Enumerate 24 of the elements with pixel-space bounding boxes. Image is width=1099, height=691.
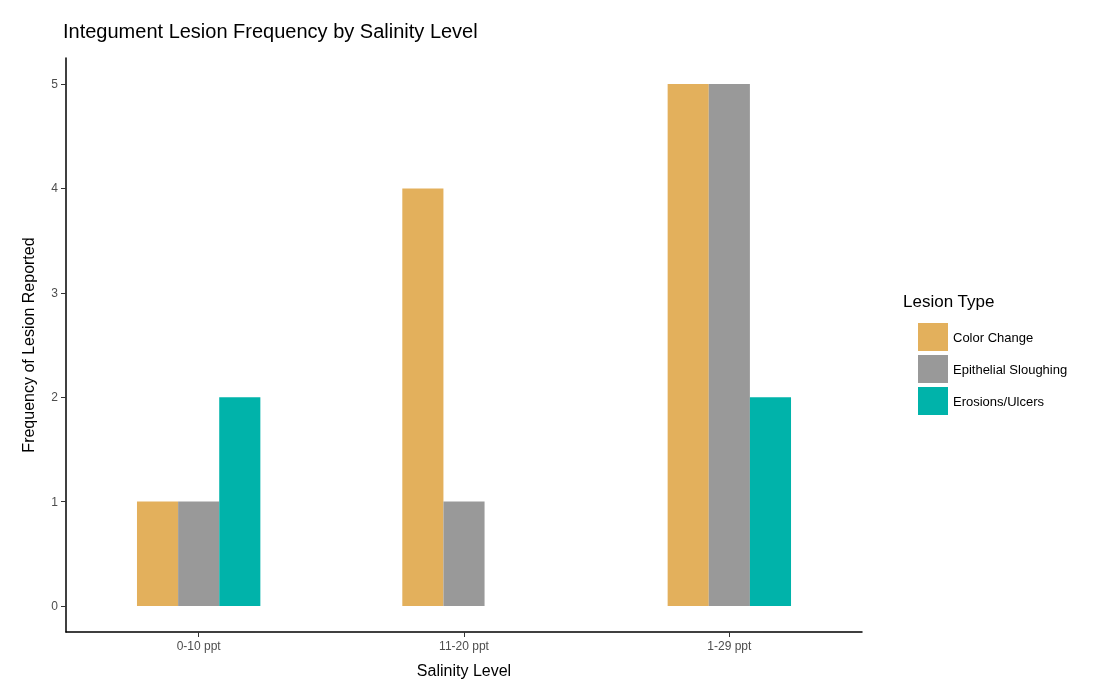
y-axis-title: Frequency of Lesion Reported [19,237,37,453]
y-tick-label: 3 [51,285,59,300]
y-tick-label: 5 [51,77,59,92]
x-tick-label: 0-10 ppt [176,639,222,653]
bar [402,188,444,606]
bar [708,84,750,606]
legend-label: Color Change [953,329,1034,345]
bar [178,501,220,606]
y-tick-label: 0 [51,598,59,613]
legend-label: Epithelial Sloughing [953,361,1068,377]
legend-label: Erosions/Ulcers [953,393,1045,409]
bar [219,397,261,606]
y-tick-label: 2 [51,390,59,405]
legend-title: Lesion Type [903,292,995,311]
bar [136,501,179,606]
x-tick-label: 11-20 ppt [439,639,490,653]
chart-title: Integument Lesion Frequency by Salinity Level [63,20,478,42]
bar [667,84,709,606]
y-tick-label: 1 [51,494,59,509]
bar [443,501,485,606]
y-tick-label: 4 [51,181,59,196]
x-tick-label: 1-29 ppt [707,639,753,653]
bar [749,397,792,606]
x-axis-title: Salinity Level [416,661,512,679]
